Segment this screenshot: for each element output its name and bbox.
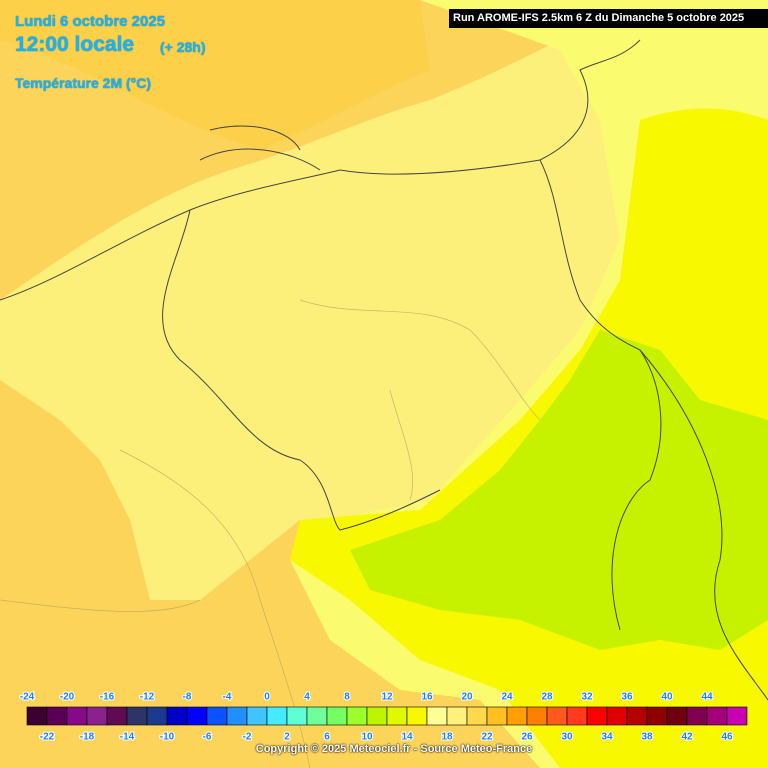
temp-zone-green xyxy=(350,330,768,650)
legend-label: 30 xyxy=(561,732,573,743)
legend-swatch xyxy=(626,706,648,726)
legend-label: 14 xyxy=(401,732,413,743)
legend-swatch xyxy=(106,706,128,726)
legend-swatch xyxy=(386,706,408,726)
legend-swatch xyxy=(486,706,508,726)
legend-swatch xyxy=(66,706,88,726)
legend-swatch xyxy=(146,706,168,726)
legend-label: -12 xyxy=(140,692,155,703)
legend-label: 24 xyxy=(501,692,513,703)
legend-label: 2 xyxy=(284,732,290,743)
legend-label: 10 xyxy=(361,732,373,743)
legend-swatch xyxy=(206,706,228,726)
legend-swatch xyxy=(46,706,68,726)
legend-swatch xyxy=(566,706,588,726)
legend-label: 18 xyxy=(441,732,453,743)
legend-swatch xyxy=(286,706,308,726)
legend-swatch xyxy=(266,706,288,726)
copyright: Copyright © 2025 Meteociel.fr - Source M… xyxy=(255,743,533,755)
legend-swatch xyxy=(466,706,488,726)
run-info: Run AROME-IFS 2.5km 6 Z du Dimanche 5 oc… xyxy=(449,9,768,28)
field-name: Température 2M (°C) xyxy=(15,75,152,91)
legend-label: 46 xyxy=(721,732,733,743)
legend-label: -16 xyxy=(100,692,115,703)
legend-label: 36 xyxy=(621,692,633,703)
legend-swatch xyxy=(446,706,468,726)
legend-swatch xyxy=(326,706,348,726)
legend-swatch xyxy=(686,706,708,726)
legend-swatch xyxy=(666,706,688,726)
legend-label: -4 xyxy=(223,692,232,703)
time: 12:00 locale xyxy=(15,33,135,56)
legend-swatch xyxy=(506,706,528,726)
legend-label: -8 xyxy=(183,692,192,703)
legend-label: -2 xyxy=(243,732,252,743)
legend-label: -10 xyxy=(160,732,175,743)
legend-swatch xyxy=(366,706,388,726)
legend-label: 32 xyxy=(581,692,593,703)
legend-label: 6 xyxy=(324,732,330,743)
legend-label: -18 xyxy=(80,732,95,743)
legend-label: 20 xyxy=(461,692,473,703)
legend-label: 8 xyxy=(344,692,350,703)
legend-swatch xyxy=(86,706,108,726)
date: Lundi 6 octobre 2025 xyxy=(15,13,166,30)
legend-swatch xyxy=(646,706,668,726)
legend-swatch xyxy=(26,706,48,726)
legend-swatch xyxy=(346,706,368,726)
legend-label: 44 xyxy=(701,692,713,703)
legend-swatch xyxy=(706,706,728,726)
legend-label: 22 xyxy=(481,732,493,743)
legend-label: 28 xyxy=(541,692,553,703)
legend-label: 26 xyxy=(521,732,533,743)
legend-label: -24 xyxy=(20,692,35,703)
legend-swatch xyxy=(226,706,248,726)
legend-label: -20 xyxy=(60,692,75,703)
legend-swatch xyxy=(526,706,548,726)
legend-label: -22 xyxy=(40,732,55,743)
legend-swatch xyxy=(186,706,208,726)
legend-label: -14 xyxy=(120,732,135,743)
legend-swatch xyxy=(166,706,188,726)
legend-label: 0 xyxy=(264,692,270,703)
legend-swatch xyxy=(246,706,268,726)
borders xyxy=(0,39,768,701)
legend-label: 38 xyxy=(641,732,653,743)
legend-label: 4 xyxy=(304,692,310,703)
legend-label: 42 xyxy=(681,732,693,743)
legend-label: 40 xyxy=(661,692,673,703)
legend-swatch xyxy=(606,706,628,726)
legend-label: 12 xyxy=(381,692,393,703)
legend-label: -6 xyxy=(203,732,212,743)
legend: -24-22-20-18-16-14-12-10-8-6-4-202468101… xyxy=(19,691,748,744)
legend-swatch xyxy=(586,706,608,726)
legend-swatch xyxy=(406,706,428,726)
legend-swatch xyxy=(306,706,328,726)
legend-swatch xyxy=(546,706,568,726)
legend-swatch xyxy=(126,706,148,726)
legend-swatch xyxy=(726,706,748,726)
sea-zone xyxy=(0,0,430,150)
lead-time: (+ 28h) xyxy=(160,39,206,55)
legend-label: 16 xyxy=(421,692,433,703)
legend-swatch xyxy=(426,706,448,726)
legend-label: 34 xyxy=(601,732,613,743)
